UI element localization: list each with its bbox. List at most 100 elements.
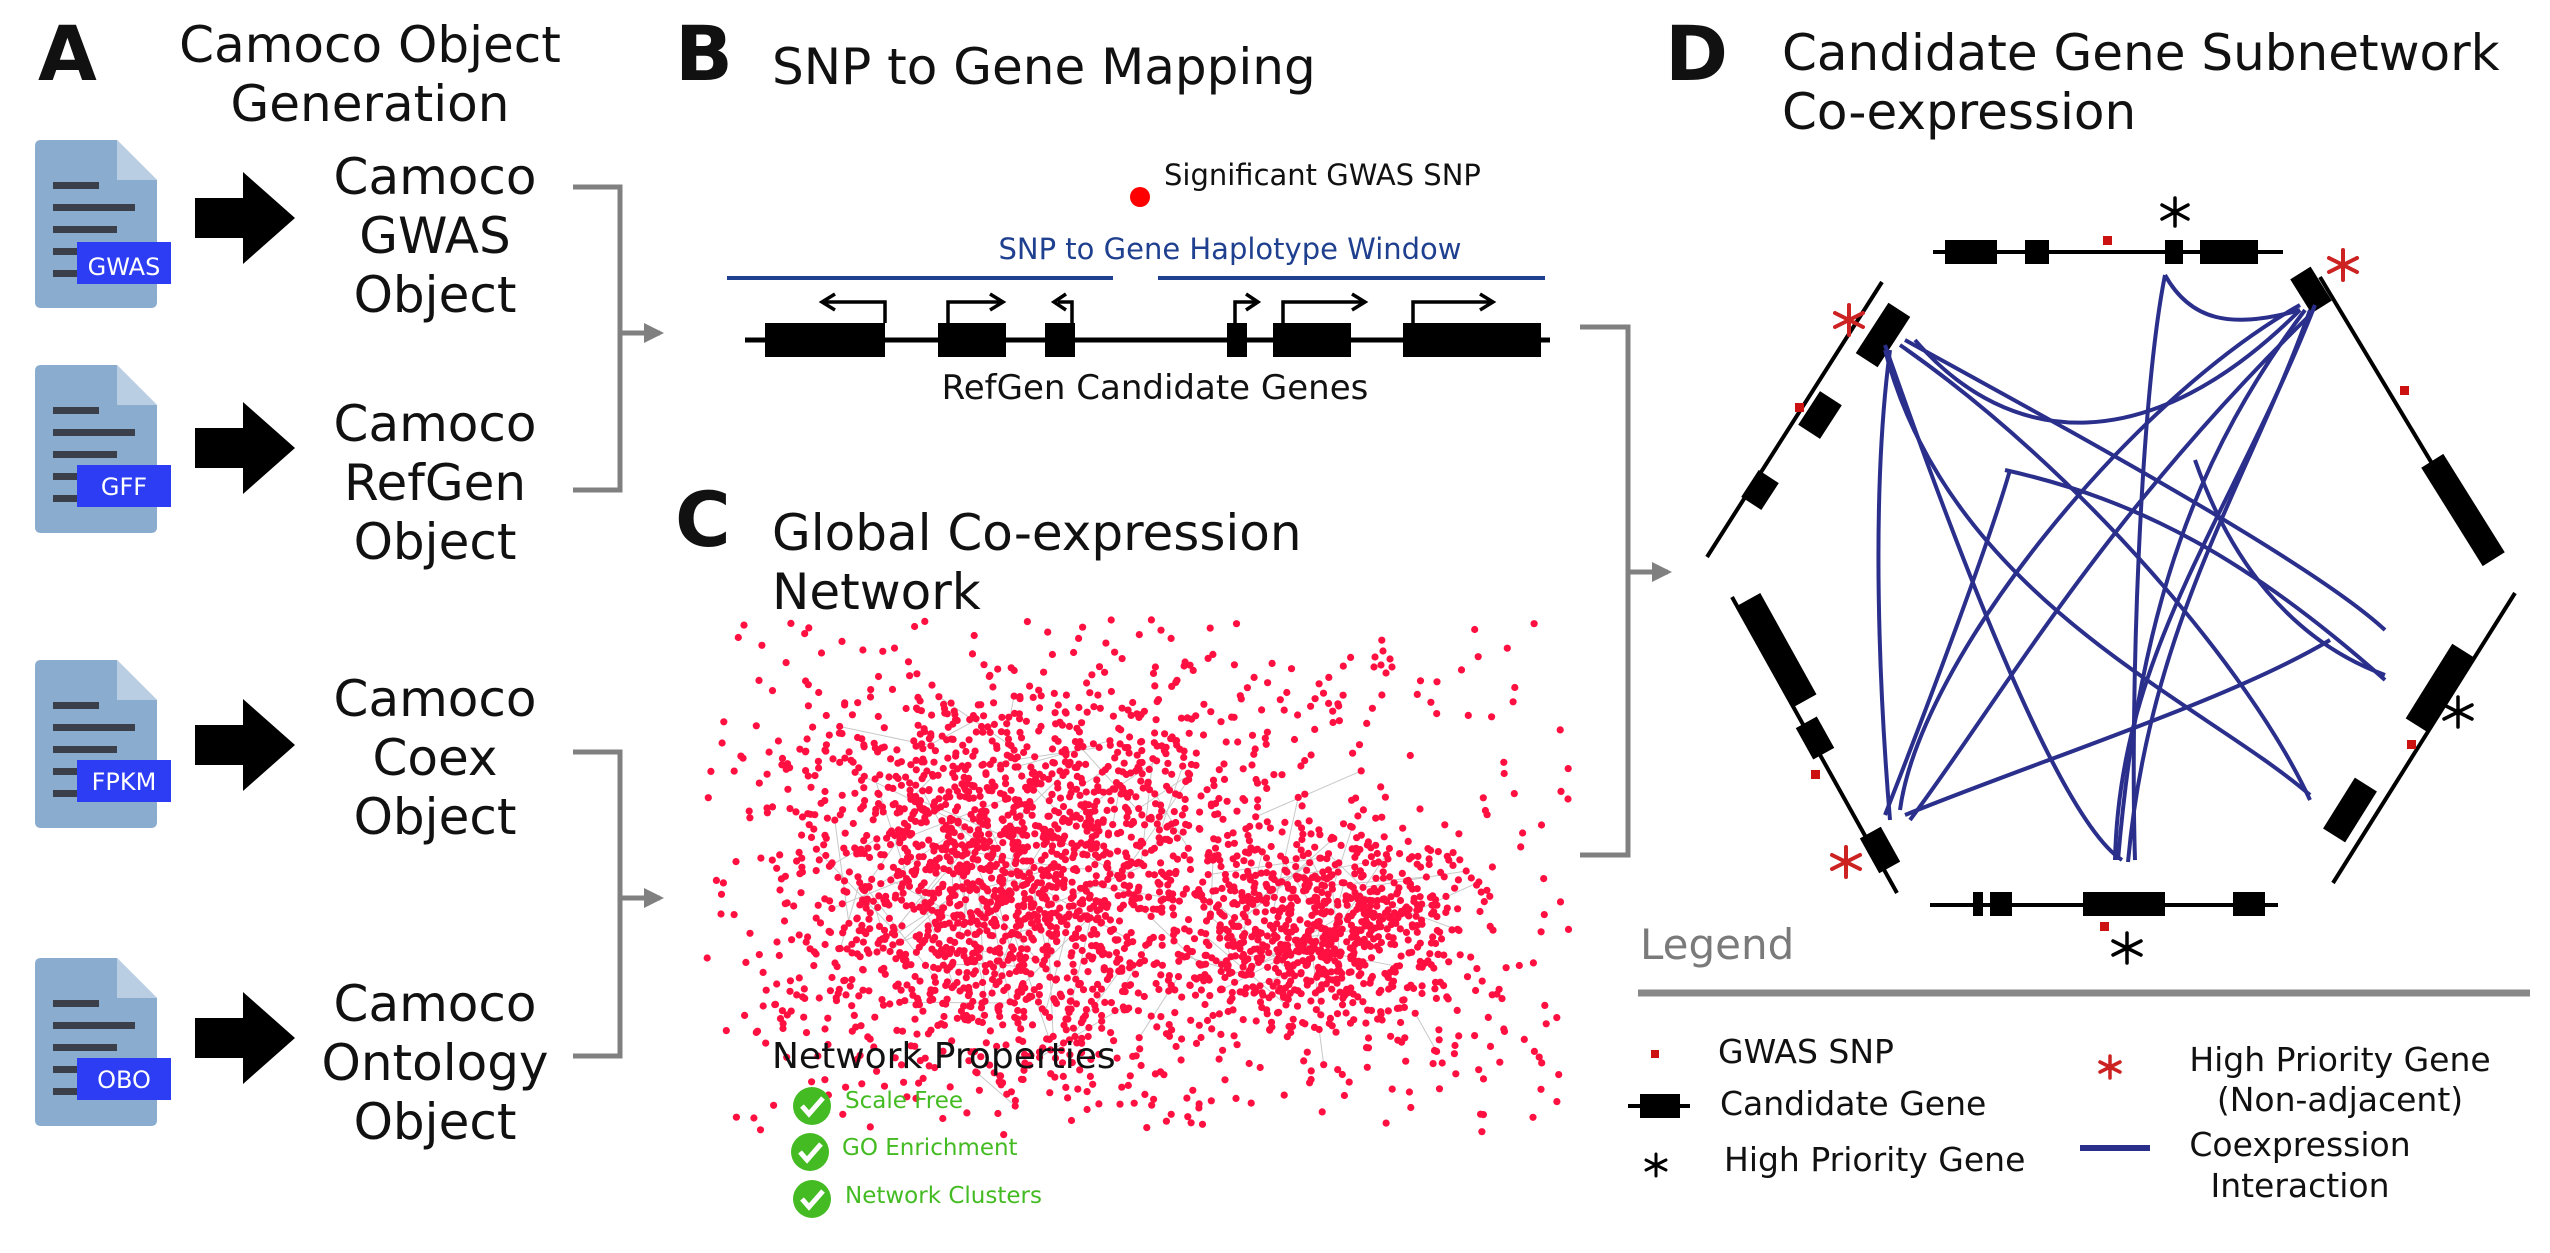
network-node [1364,1044,1373,1052]
network-node [1062,848,1070,856]
network-node [1216,921,1224,929]
network-node [1256,982,1264,990]
network-node [1179,762,1187,770]
network-edge [829,838,878,867]
network-node [1444,995,1452,1003]
network-node [1529,959,1537,967]
network-node [860,784,868,792]
network-node [962,974,970,982]
network-node [1114,748,1122,756]
network-node [1021,1059,1029,1067]
network-node [1165,1032,1174,1040]
network-node [1178,811,1186,819]
network-node [898,922,906,930]
network-node [1488,863,1496,871]
network-node [1051,873,1059,882]
network-node [1332,1028,1340,1036]
network-node [1162,1117,1170,1125]
network-node [1181,795,1189,804]
file-icon-gff [35,365,171,533]
network-node [825,927,833,935]
network-node [1173,927,1181,935]
network-node [1179,828,1187,836]
network-node [1167,634,1175,643]
network-node [1033,778,1041,786]
network-node [1285,981,1293,989]
network-node [848,711,857,719]
network-node [1011,1096,1020,1105]
network-node [1168,682,1176,691]
network-node [999,830,1007,838]
network-node [1397,1018,1405,1027]
network-node [995,894,1004,902]
network-node [1223,831,1232,840]
network-node [1003,983,1011,991]
network-edge [1209,860,1214,915]
network-node [1316,854,1324,862]
network-node [1023,945,1031,953]
network-node [1161,730,1169,738]
red-asterisk-icon [2098,1054,2122,1080]
network-node [1252,1017,1260,1025]
network-node [1137,859,1145,868]
network-node [788,936,796,944]
network-node [1130,1099,1138,1107]
network-node [1413,885,1421,893]
network-node [1185,927,1193,935]
network-node [984,909,992,917]
network-edge [834,820,850,924]
network-node [874,789,882,798]
network-node [1023,743,1031,751]
network-node [1298,802,1306,810]
network-node [1399,824,1407,832]
network-node [1348,845,1356,853]
network-node [1165,987,1173,995]
network-node [1116,905,1124,913]
network-node [1135,805,1143,813]
network-node [1467,953,1475,961]
network-node [1090,802,1098,810]
network-node [1500,769,1508,778]
network-node [1051,709,1059,717]
network-node [1343,901,1351,909]
network-node [912,766,920,774]
network-node [1287,1028,1295,1037]
network-node [845,748,853,756]
network-node [880,743,888,751]
network-node [904,877,913,885]
network-node [918,758,926,766]
network-node [1298,835,1306,844]
network-node [1180,953,1188,961]
network-node [1022,914,1030,922]
network-node [1388,901,1397,909]
network-node [1191,991,1200,999]
network-node [956,792,964,800]
network-node [927,898,935,906]
network-node [783,1011,791,1019]
network-node [996,1002,1004,1010]
network-node [1188,715,1196,723]
network-node [1258,706,1266,714]
network-node [860,772,868,780]
network-node [1266,887,1274,895]
network-node [903,854,912,862]
network-node [1292,947,1301,955]
network-node [1154,696,1163,704]
network-node [1258,989,1266,997]
network-node [1086,905,1094,913]
network-node [1251,745,1259,753]
network-node [985,837,994,846]
network-node [921,936,929,944]
network-node [1080,957,1088,965]
network-node [1479,1075,1488,1083]
network-node [1244,918,1252,926]
arrow-fpkm-icon [195,699,295,791]
black-asterisk-icon [2111,196,2474,965]
network-node [1329,718,1337,727]
network-node [967,1048,975,1056]
network-node [1303,959,1312,968]
network-node [939,949,947,957]
network-node [1498,995,1506,1003]
network-node [1045,775,1053,783]
network-node [977,722,986,731]
